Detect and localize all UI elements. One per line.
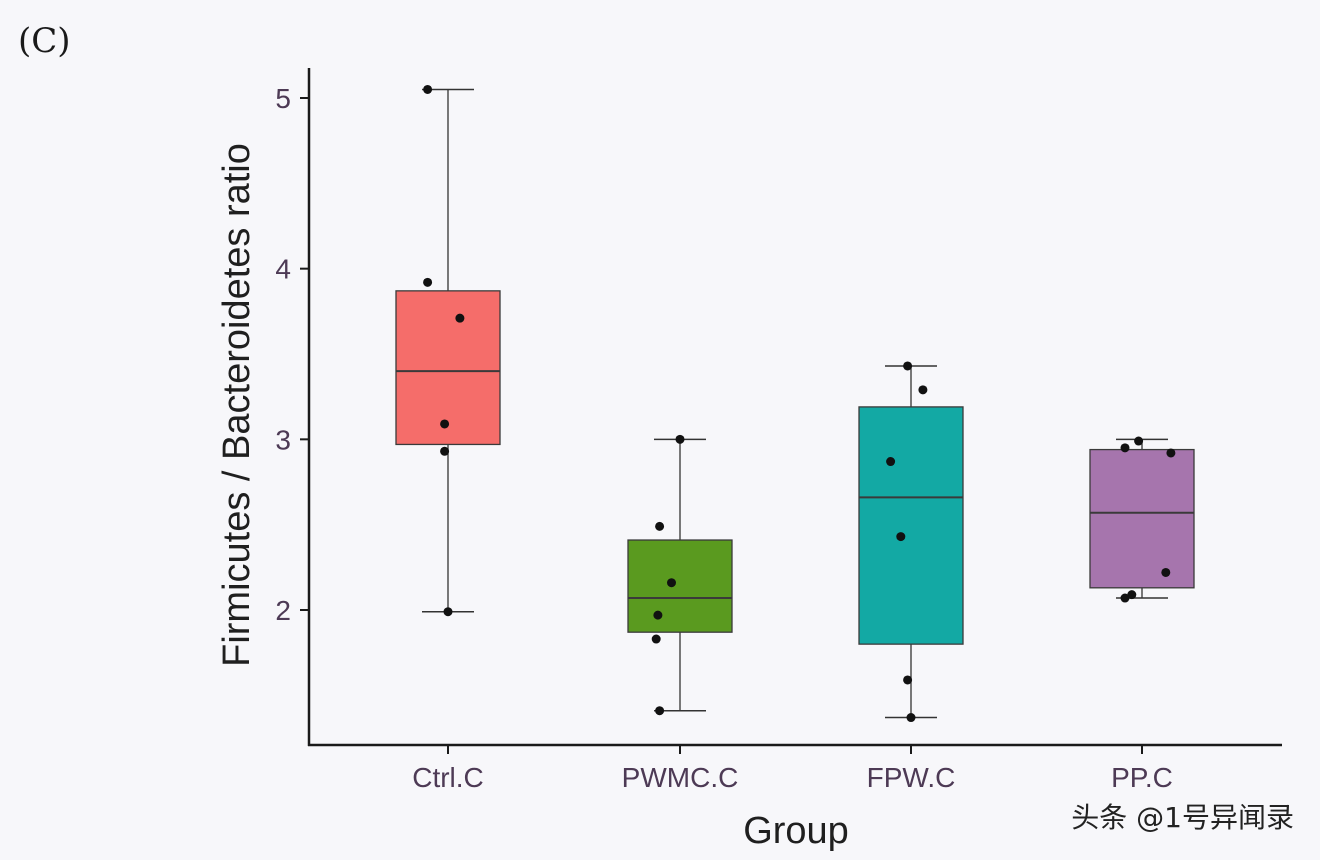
y-tick-label: 2	[275, 595, 291, 626]
data-point	[903, 361, 913, 371]
box-FPW.C	[858, 406, 964, 645]
x-tick-label: PP.C	[1111, 762, 1173, 793]
y-tick-label: 3	[275, 424, 291, 455]
data-point	[1127, 590, 1137, 600]
data-point	[443, 607, 453, 617]
data-point	[440, 419, 450, 429]
y-axis-title: Firmicutes / Bacteroidetes ratio	[216, 143, 258, 667]
y-tick-label: 4	[275, 254, 291, 285]
data-point	[423, 84, 433, 94]
panel-label: (C)	[18, 21, 71, 61]
box-PWMC.C	[627, 539, 733, 633]
data-point	[1120, 443, 1130, 453]
data-point	[1161, 567, 1171, 577]
x-tick-label: FPW.C	[867, 762, 956, 793]
data-point	[667, 578, 676, 588]
y-tick-label: 5	[275, 83, 291, 114]
x-tick-label: PWMC.C	[622, 762, 739, 793]
data-point	[440, 446, 450, 456]
data-point	[1166, 448, 1176, 458]
x-tick-label: Ctrl.C	[412, 762, 484, 793]
data-point	[651, 634, 661, 644]
data-point	[896, 532, 906, 542]
box-PP.C	[1089, 448, 1195, 589]
data-point	[903, 675, 913, 685]
data-point	[455, 313, 465, 323]
data-point	[1134, 436, 1144, 446]
data-point	[906, 713, 916, 723]
data-point	[1120, 593, 1130, 603]
data-point	[655, 521, 665, 531]
box-Ctrl.C	[395, 290, 501, 446]
watermark: 头条 @1号异闻录	[1071, 801, 1294, 834]
data-point	[675, 434, 685, 444]
data-point	[653, 610, 663, 620]
data-point	[655, 706, 665, 716]
x-axis-title: Group	[743, 810, 849, 852]
data-point	[918, 385, 928, 395]
data-point	[423, 277, 433, 287]
data-point	[886, 457, 896, 467]
